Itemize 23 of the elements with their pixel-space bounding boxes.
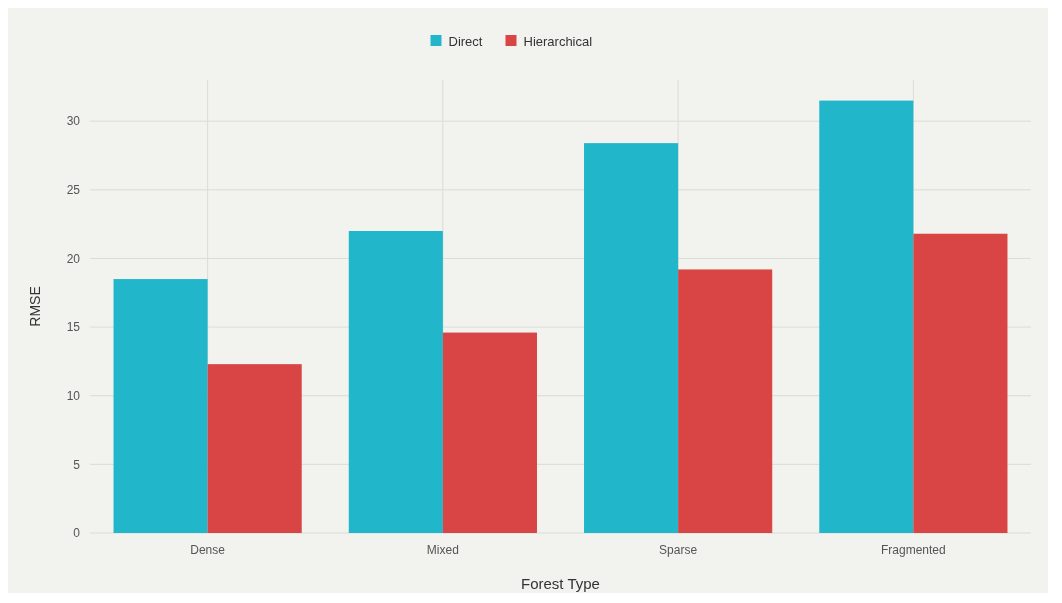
y-tick-label: 10 [66,388,81,403]
y-tick-label: 30 [66,114,81,129]
bar [348,231,443,533]
bar [678,269,773,533]
legend-label: Direct [448,33,483,49]
x-tick-label: Dense [190,543,226,557]
bar [442,332,537,533]
y-tick-label: 15 [66,320,81,335]
bar [113,279,208,533]
x-axis-title: Forest Type [521,575,600,592]
legend-label: Hierarchical [523,33,593,49]
y-tick-label: 5 [73,457,81,472]
y-tick-label: 20 [66,251,81,266]
y-axis-title: RMSE [27,286,43,327]
x-tick-label: Sparse [659,543,698,557]
bar [913,233,1008,533]
bar [584,143,679,533]
y-tick-label: 25 [66,183,81,198]
y-tick-label: 0 [73,526,81,541]
x-tick-label: Mixed [426,543,459,557]
x-tick-label: Fragmented [881,543,946,557]
bar [819,100,914,533]
bar [207,364,302,533]
